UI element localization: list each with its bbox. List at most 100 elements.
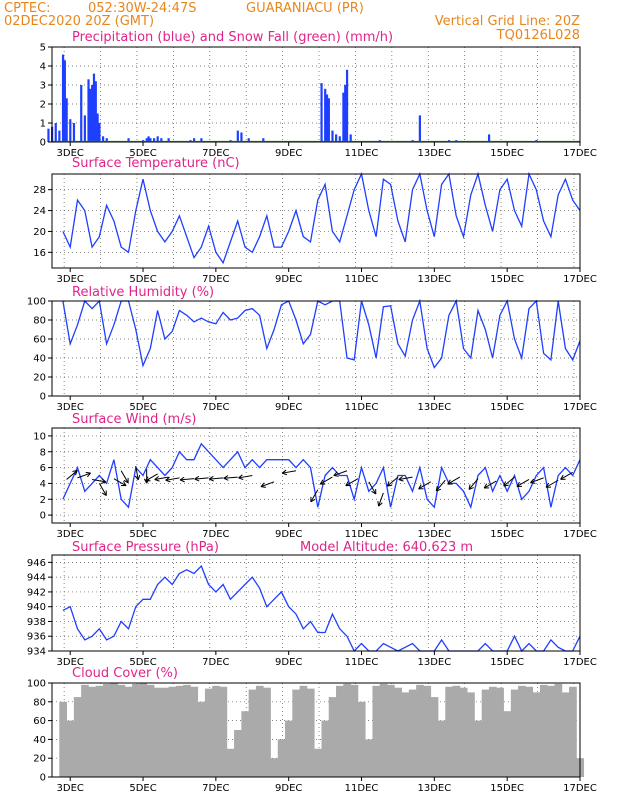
y-tick-label: 934: [27, 647, 46, 658]
wind-arrow: [435, 479, 446, 492]
x-tick-label: 15DEC: [490, 148, 524, 159]
x-tick-label: 3DEC: [57, 402, 84, 413]
cloud-bar: [299, 685, 308, 777]
cloud-bar: [423, 685, 432, 777]
precip-bar: [89, 88, 92, 142]
x-tick-label: 11DEC: [345, 274, 379, 285]
cloud-bar: [124, 686, 133, 777]
precip-bar: [94, 81, 97, 142]
cloud-bar: [350, 684, 359, 777]
cloud-bar: [314, 748, 322, 777]
wind-arrow: [194, 477, 209, 480]
cloud-bar: [153, 687, 162, 777]
cloud-bar: [190, 686, 199, 777]
y-tick-label: 938: [27, 617, 46, 628]
wind-arrow: [320, 476, 333, 485]
precip-bar: [349, 134, 352, 142]
x-tick-label: 5DEC: [129, 148, 156, 159]
wind-arrow: [398, 476, 413, 481]
panel-frame: [51, 300, 581, 397]
y-tick-label: 936: [27, 632, 46, 643]
precip-bar: [101, 136, 105, 142]
panel-title: Surface Pressure (hPa): [72, 540, 219, 555]
precip-bar: [47, 128, 50, 142]
x-tick-label: 3DEC: [57, 274, 84, 285]
x-tick-label: 5DEC: [129, 657, 156, 668]
wind-arrow-head: [260, 482, 266, 488]
y-tick-label: 20: [33, 227, 46, 238]
panel-0: Precipitation (blue) and Snow Fall (gree…: [40, 30, 597, 159]
wind-arrow: [91, 478, 106, 483]
cloud-bar: [88, 686, 97, 777]
x-tick-label: 7DEC: [202, 657, 229, 668]
wind-arrow: [483, 480, 497, 489]
header-station: GUARANIACU (PR): [246, 1, 364, 16]
x-tick-label: 5DEC: [129, 529, 156, 540]
y-tick-label: 6: [40, 463, 46, 474]
cloud-bar: [343, 683, 351, 777]
panel-title: Precipitation (blue) and Snow Fall (gree…: [72, 30, 393, 45]
precip-bar: [91, 85, 94, 142]
wind-arrow-head: [100, 478, 107, 484]
wind-arrow: [530, 477, 544, 484]
cloud-bar: [394, 687, 402, 777]
wind-arrow-head: [371, 488, 377, 495]
wind-arrow-head: [560, 474, 566, 480]
precip-bar: [149, 138, 152, 142]
cloud-bar: [226, 748, 235, 777]
precip-bar: [98, 123, 101, 142]
cloud-bar: [467, 692, 475, 777]
wind-arrow: [386, 476, 399, 487]
cloud-bar: [241, 711, 250, 777]
wind-arrow-head: [145, 476, 151, 482]
wind-arrow-head: [85, 471, 92, 478]
precip-bar: [58, 130, 61, 142]
wind-arrow: [282, 470, 297, 474]
x-tick-label: 3DEC: [57, 783, 84, 794]
wind-arrow: [145, 473, 158, 482]
precip-bar: [342, 92, 345, 142]
panel-4: Surface Pressure (hPa) Model Altitude: 64…: [27, 540, 597, 668]
y-tick-label: 5: [40, 43, 46, 54]
x-tick-label: 15DEC: [490, 529, 524, 540]
cloud-bar: [270, 758, 279, 777]
cloud-bar: [277, 739, 286, 777]
precip-bar: [80, 85, 83, 142]
cloud-bar: [102, 683, 111, 777]
panel-title: Surface Temperature (nC): [72, 156, 240, 171]
wind-arrow-head: [101, 490, 107, 496]
x-tick-label: 9DEC: [275, 148, 302, 159]
precip-bar: [96, 113, 99, 142]
wind-arrow-head: [447, 479, 453, 485]
precip-bar: [418, 115, 421, 142]
precip-bar: [200, 138, 203, 142]
header-org: CPTEC:: [4, 1, 51, 16]
cloud-bar: [554, 683, 563, 777]
wind-arrow-head: [333, 471, 339, 477]
panel-frame: [51, 427, 581, 524]
y-tick-label: 1: [40, 119, 46, 130]
y-tick-label: 28: [33, 185, 46, 196]
cloud-bar: [197, 701, 206, 777]
precip-bar: [152, 138, 156, 142]
wind-arrow: [516, 479, 530, 487]
wind-arrow-head: [121, 481, 127, 487]
series-line-Wind: [62, 442, 581, 510]
panel-frame: [51, 682, 581, 778]
cloud-bar: [336, 685, 344, 777]
precip-bar: [105, 138, 108, 142]
wind-arrow: [98, 483, 107, 496]
y-tick-label: 10: [33, 431, 46, 442]
y-tick-label: 80: [33, 697, 46, 708]
wind-arrow: [120, 470, 129, 484]
y-tick-label: 4: [40, 62, 46, 73]
cloud-bar: [569, 686, 577, 777]
cloud-bar: [525, 686, 534, 777]
cloud-bar: [328, 697, 337, 777]
cloud-bar: [561, 692, 570, 777]
y-tick-label: 0: [40, 773, 46, 784]
x-tick-label: 7DEC: [202, 274, 229, 285]
panel-5: Cloud Cover (%) 0 20 40 60 80 100 3DEC 5DEC 7DEC 9…: [27, 666, 597, 794]
cloud-bar: [204, 688, 213, 777]
cloud-bar: [547, 685, 555, 777]
